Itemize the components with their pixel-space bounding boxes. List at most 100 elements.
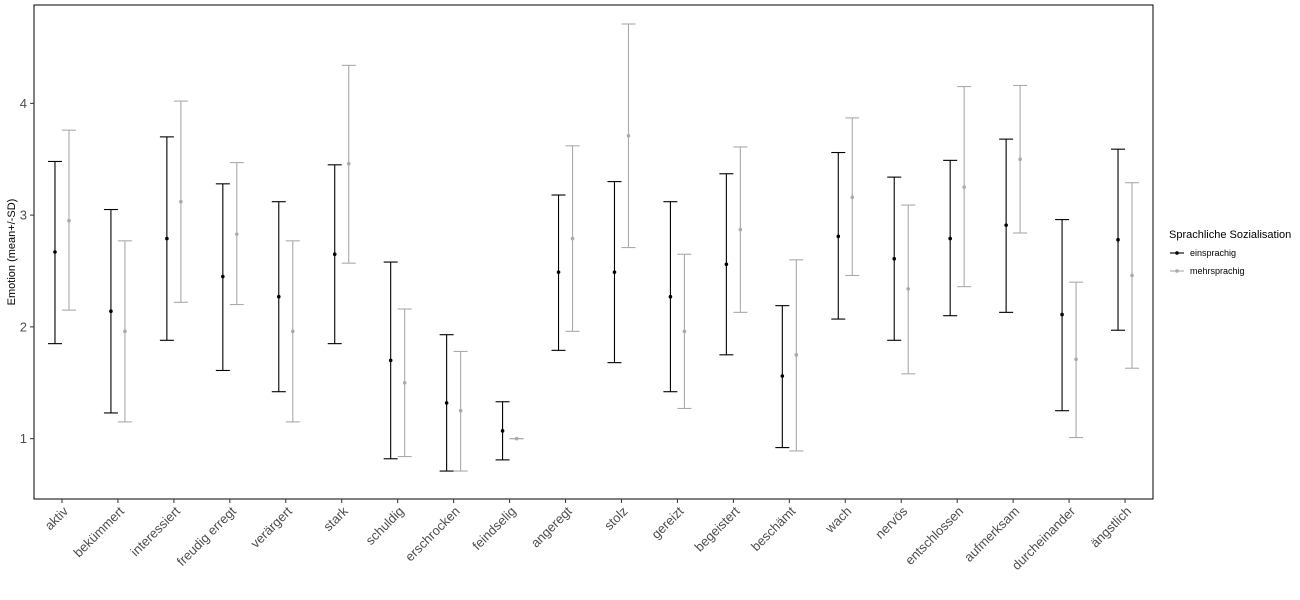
errorbar-einsprachig (1055, 219, 1070, 412)
errorbar-mehrsprachig (621, 23, 636, 249)
x-tick-label: feindselig (469, 504, 518, 553)
mean-point (570, 236, 575, 241)
errorbar-mehrsprachig (565, 145, 580, 332)
mean-point (892, 256, 897, 261)
mean-point (738, 227, 743, 232)
mean-point (444, 401, 449, 405)
errorbar-mehrsprachig (677, 253, 692, 410)
y-tick-label: 1 (20, 431, 27, 446)
mean-point (458, 408, 463, 413)
errorbar-einsprachig (495, 401, 510, 461)
mean-point (179, 199, 183, 204)
mean-point (682, 329, 687, 334)
errorbar-einsprachig (103, 208, 118, 414)
mean-point (724, 262, 729, 267)
errorbar-mehrsprachig (61, 129, 76, 311)
x-tick-label: stark (320, 503, 351, 534)
errorbar-einsprachig (719, 173, 734, 356)
errorbar-einsprachig (999, 138, 1014, 313)
mean-point (388, 358, 393, 363)
x-tick-label: aufmerksam (961, 504, 1022, 565)
legend-key-point (1175, 269, 1179, 273)
legend-items: einsprachig mehrsprachig (1170, 248, 1245, 276)
x-tick-label: entschlossen (902, 504, 966, 568)
mean-point (794, 353, 799, 357)
errorbar-mehrsprachig (509, 436, 524, 441)
errorbar-mehrsprachig (1013, 84, 1028, 234)
mean-point (514, 436, 519, 441)
errorbar-einsprachig (551, 194, 566, 351)
errorbar-einsprachig (159, 136, 174, 341)
mean-point (626, 133, 631, 138)
errorbar-einsprachig (1111, 148, 1126, 331)
x-tick-label: begeistert (692, 503, 743, 554)
errorbar-einsprachig (215, 183, 230, 372)
errorbar-einsprachig (663, 201, 678, 393)
x-tick-label: beschämt (748, 503, 799, 554)
mean-point (67, 218, 71, 223)
errorbar-mehrsprachig (845, 117, 860, 277)
y-tick-label: 3 (20, 208, 27, 223)
x-tick-label: interessiert (127, 503, 183, 559)
mean-point (53, 250, 57, 254)
x-tick-label: nervös (872, 503, 911, 542)
mean-point (1018, 157, 1022, 162)
x-tick-label: ängstlich (1087, 504, 1134, 551)
errorbar-mehrsprachig (117, 240, 132, 423)
mean-point (123, 329, 127, 334)
mean-point (948, 236, 952, 241)
y-tick-label: 4 (20, 96, 27, 111)
mean-point (290, 329, 295, 334)
mean-point (402, 380, 407, 385)
legend-title: Sprachliche Sozialisation (1169, 229, 1291, 241)
errorbar-einsprachig (327, 164, 342, 345)
mean-point (612, 270, 617, 274)
errorbar-einsprachig (943, 159, 958, 317)
y-tick-label: 2 (20, 319, 27, 334)
errorbar-einsprachig (271, 201, 286, 393)
legend: Sprachliche Sozialisation einsprachig meh… (1169, 229, 1291, 276)
mean-point (500, 429, 505, 433)
mean-point (1130, 273, 1134, 278)
mean-point (668, 294, 673, 299)
errorbar-einsprachig (439, 334, 454, 472)
mean-point (221, 274, 225, 279)
errorbar-einsprachig (831, 151, 846, 320)
mean-point (1004, 223, 1008, 227)
mean-point (165, 236, 169, 241)
errorbar-mehrsprachig (173, 100, 188, 303)
plot-panel (33, 4, 1154, 500)
errorbar-mehrsprachig (397, 308, 412, 458)
errorbar-einsprachig (887, 176, 902, 341)
errorbar-mehrsprachig (453, 350, 468, 472)
mean-point (906, 287, 911, 291)
mean-point (109, 309, 113, 314)
x-tick-label: stolz (601, 504, 631, 534)
mean-point (276, 294, 281, 299)
legend-key-point (1175, 251, 1179, 255)
legend-label: einsprachig (1190, 248, 1236, 258)
x-tick-label: gereizt (648, 503, 686, 541)
errorbar-mehrsprachig (229, 162, 244, 306)
errorbar-einsprachig (775, 305, 790, 449)
mean-point (962, 185, 966, 189)
errorbar-mehrsprachig (285, 240, 300, 423)
errorbar-mehrsprachig (957, 86, 972, 288)
errorbar-mehrsprachig (789, 259, 804, 452)
x-tick-label: schuldig (362, 504, 406, 548)
x-tick-label: verärgert (247, 503, 295, 551)
errorbar-einsprachig (607, 181, 622, 364)
x-tick-label: angeregt (528, 503, 575, 550)
y-axis-title: Emotion (mean+/-SD) (6, 199, 18, 306)
errorbar-mehrsprachig (901, 204, 916, 375)
errorbar-mehrsprachig (341, 64, 356, 264)
mean-point (1060, 312, 1064, 317)
errorbar-mehrsprachig (733, 146, 748, 313)
mean-point (556, 270, 561, 274)
mean-point (332, 252, 337, 257)
errorbar-mehrsprachig (1069, 281, 1084, 439)
mean-point (346, 161, 351, 166)
mean-point (1116, 237, 1120, 242)
